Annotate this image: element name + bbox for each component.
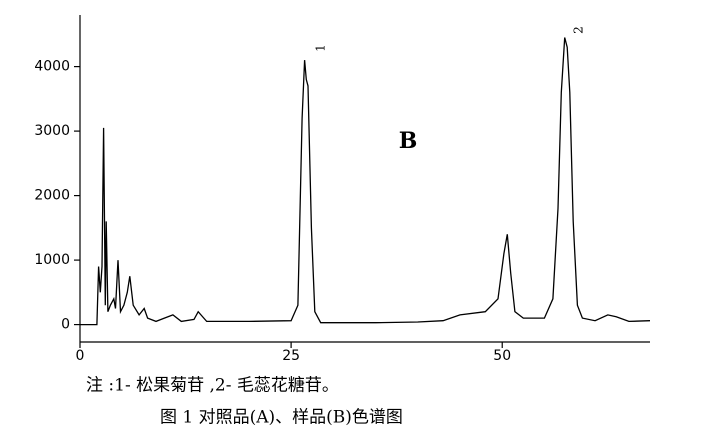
y-tick-label: 4000 <box>34 59 70 75</box>
figure-caption: 图 1 对照品(A)、样品(B)色谱图 <box>160 408 403 428</box>
y-tick-label: 0 <box>61 317 70 333</box>
y-tick-label: 3000 <box>34 123 70 139</box>
x-tick-label: 25 <box>282 348 300 364</box>
note: 注 :1- 松果菊苷 ,2- 毛蕊花糖苷。 <box>86 376 339 396</box>
x-tick-label: 0 <box>76 348 85 364</box>
trace <box>80 37 651 326</box>
x-tick-label: 50 <box>493 348 511 364</box>
y-tick-label: 1000 <box>34 252 70 268</box>
peak-label: 2 <box>572 26 586 34</box>
panel-label: B <box>399 128 418 154</box>
peak-label: 1 <box>314 44 328 52</box>
y-tick-label: 2000 <box>34 188 70 204</box>
